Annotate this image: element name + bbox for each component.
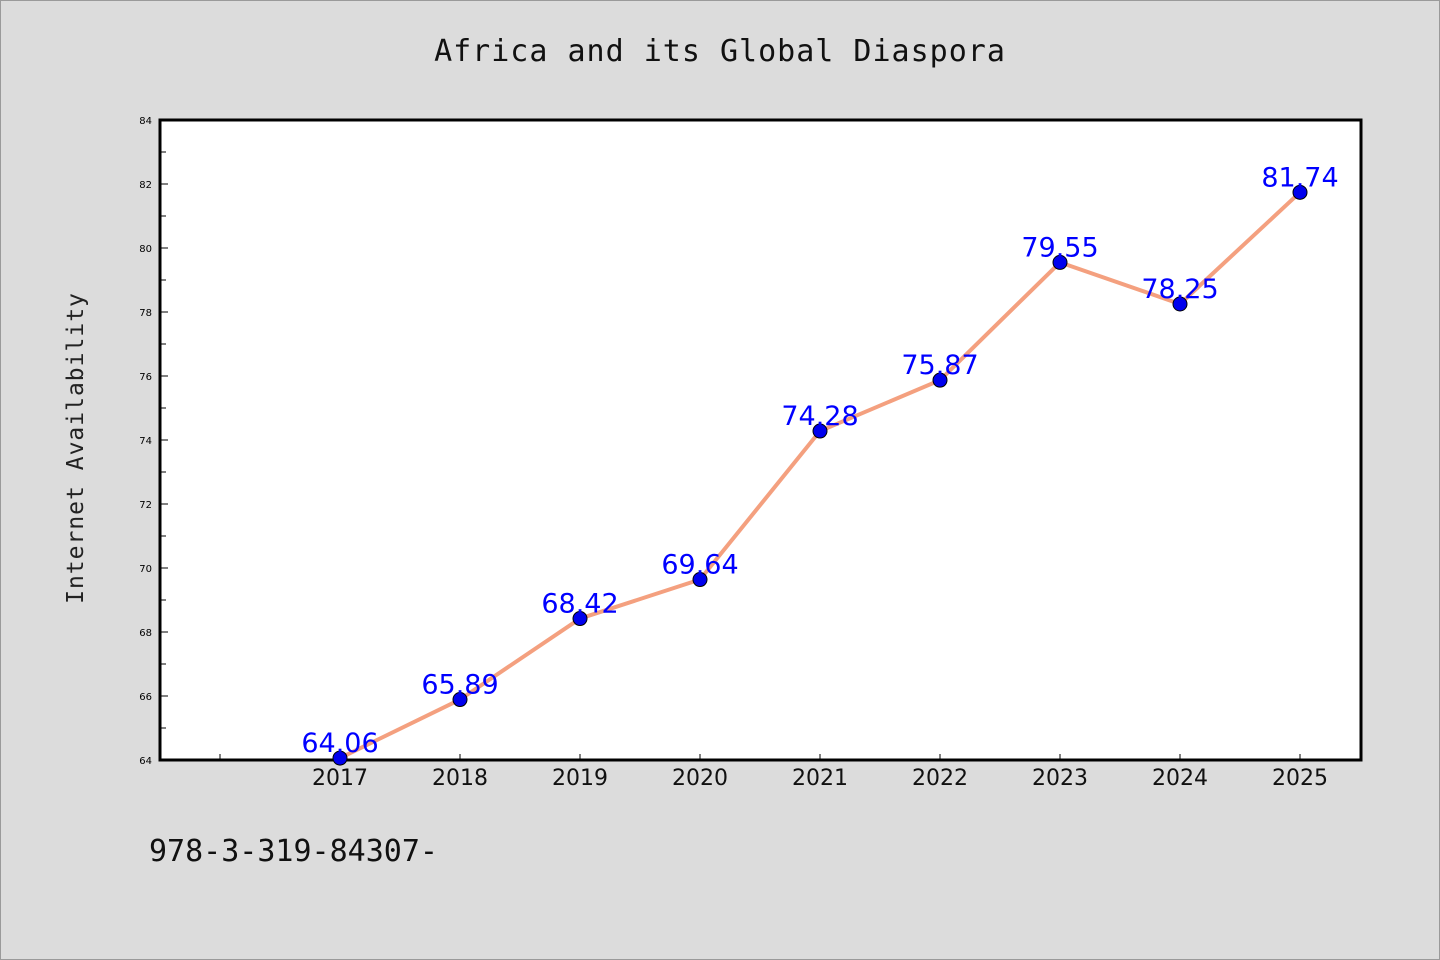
data-point — [572, 611, 588, 627]
y-tick-label: 68 — [139, 628, 152, 639]
y-tick-label: 74 — [139, 436, 152, 447]
data-label: 79.55 — [1021, 232, 1098, 263]
data-point — [1292, 184, 1308, 200]
x-tick-label: 2022 — [912, 766, 968, 791]
y-tick-label: 66 — [139, 692, 152, 703]
x-tick-label: 2020 — [672, 766, 728, 791]
x-tick-label: 2023 — [1032, 766, 1088, 791]
data-label-layer: 64.06 65.89 68.42 69.64 74.28 75.87 79.55 78.25… — [301, 162, 1338, 759]
y-tick-label: 70 — [139, 564, 152, 575]
y-tick-label: 84 — [139, 116, 152, 127]
footer-code: 978-3-319-84307- — [149, 834, 438, 869]
y-tick-label: 80 — [139, 244, 152, 255]
data-point — [332, 750, 348, 766]
series-layer — [332, 184, 1308, 766]
data-label: 81.74 — [1261, 162, 1338, 193]
x-tick-label: 2018 — [432, 766, 488, 791]
data-point — [1052, 254, 1068, 270]
data-point — [692, 572, 708, 588]
data-point — [932, 372, 948, 388]
data-point — [812, 423, 828, 439]
axes-layer: 64 66 68 70 72 74 76 78 80 82 84 2017 2018 2019 2020 20… — [139, 116, 1363, 791]
data-label: 74.28 — [781, 401, 858, 432]
x-tick-label: 2021 — [792, 766, 848, 791]
data-label: 65.89 — [421, 670, 498, 701]
data-label: 78.25 — [1141, 274, 1218, 305]
data-label: 69.64 — [661, 550, 738, 581]
data-label: 64.06 — [301, 728, 378, 759]
y-tick-label: 64 — [139, 756, 152, 767]
data-label: 68.42 — [541, 589, 618, 620]
chart-title: Africa and its Global Diaspora — [434, 34, 1006, 69]
plot-border — [158, 118, 1363, 762]
x-tick-label: 2017 — [312, 766, 368, 791]
y-tick-label: 72 — [139, 500, 152, 511]
y-tick-label: 82 — [139, 180, 152, 191]
data-point — [1172, 296, 1188, 312]
x-tick-label: 2024 — [1152, 766, 1208, 791]
data-label: 75.87 — [901, 350, 978, 381]
y-tick-label: 78 — [139, 308, 152, 319]
x-tick-label: 2025 — [1272, 766, 1328, 791]
x-tick-label: 2019 — [552, 766, 608, 791]
y-tick-label: 76 — [139, 372, 152, 383]
data-point — [452, 692, 468, 708]
